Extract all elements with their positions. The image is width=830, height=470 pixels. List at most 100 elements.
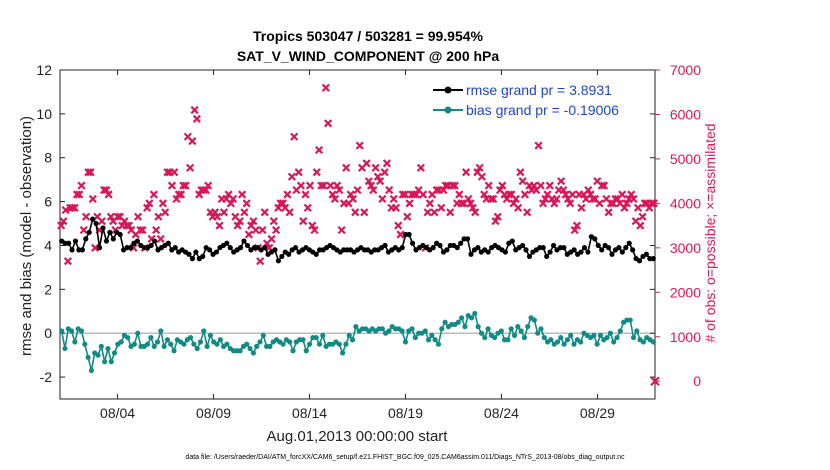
bias-point (300, 337, 306, 343)
bias-point (531, 317, 537, 323)
rmse-point (86, 229, 92, 235)
rmse-point (93, 220, 99, 227)
obs-assimilated-point (167, 181, 177, 190)
rmse-point (526, 253, 533, 260)
bias-point (287, 339, 293, 345)
obs-assimilated-point (124, 221, 134, 230)
bias-point (95, 352, 101, 358)
obs-assimilated-point (72, 190, 82, 199)
obs-assimilated-point (319, 181, 328, 190)
bias-point (224, 341, 230, 347)
bias-point (194, 345, 200, 352)
obs-assimilated-point (380, 168, 389, 177)
obs-assimilated-point (369, 185, 378, 195)
rmse-point (292, 245, 299, 251)
rmse-point (547, 249, 553, 255)
obs-x-stroke (385, 185, 394, 195)
rmse-point (127, 245, 134, 251)
obs-outlier-marker (650, 376, 660, 386)
rmse-point (619, 249, 625, 255)
obs-x-stroke (518, 177, 527, 186)
obs-x-stroke (258, 225, 267, 235)
obs-x-stroke (122, 221, 131, 230)
obs-assimilated-point (552, 194, 561, 204)
bias-point (505, 337, 511, 343)
rmse-point (458, 240, 464, 246)
obs-x-stroke (79, 225, 88, 235)
bias-point (346, 332, 352, 338)
obs-assimilated-point (163, 168, 172, 177)
bias-point (154, 339, 161, 345)
rmse-point (165, 240, 171, 246)
rmse-point (399, 245, 405, 251)
bias-point (515, 324, 521, 330)
obs-assimilated-point (299, 217, 308, 226)
obs-assimilated-point (378, 194, 387, 204)
rmse-point (409, 240, 416, 246)
obs-assimilated-point (149, 190, 158, 199)
bias-point (492, 334, 498, 341)
rmse-point (406, 231, 412, 238)
obs-x-stroke (321, 83, 330, 92)
rmse-point (626, 240, 632, 246)
obs-x-stroke (627, 190, 636, 199)
bias-point (439, 326, 445, 332)
obs-x-stroke (455, 190, 464, 199)
obs-assimilated-point (176, 190, 186, 199)
obs-assimilated-point (102, 185, 111, 195)
obs-assimilated-point (480, 190, 489, 199)
obs-x-stroke (222, 194, 231, 204)
obs-x-stroke (437, 203, 446, 212)
obs-x-stroke (231, 212, 240, 221)
bias-point (59, 328, 65, 334)
y-left-tick-label: 12 (36, 62, 52, 78)
obs-x-stroke (106, 212, 115, 221)
bias-point (432, 337, 438, 343)
obs-assimilated-point (382, 159, 391, 168)
obs-x-stroke (285, 208, 294, 217)
bias-point (429, 332, 435, 338)
obs-assimilated-point (538, 199, 548, 208)
rmse-point (623, 245, 629, 251)
obs-x-stroke (545, 181, 554, 190)
obs-assimilated-point (448, 181, 457, 190)
rmse-point (207, 247, 213, 253)
obs-assimilated-point (541, 194, 550, 204)
obs-x-stroke (529, 181, 539, 190)
rmse-point (643, 251, 650, 257)
obs-assimilated-point (326, 181, 335, 190)
rmse-point (636, 258, 643, 264)
obs-x-stroke (271, 225, 281, 235)
obs-x-stroke (419, 190, 428, 199)
y-right-tick-label: 2000 (670, 284, 701, 300)
obs-x-stroke (57, 221, 66, 230)
rmse-point (189, 256, 196, 262)
obs-x-stroke (242, 199, 251, 208)
x-tick-label: 08/19 (388, 405, 423, 421)
bias-point (422, 328, 428, 334)
rmse-point (609, 251, 615, 257)
bias-point (607, 330, 613, 336)
rmse-point (83, 236, 89, 242)
obs-assimilated-point (301, 190, 310, 199)
obs-assimilated-point (423, 208, 432, 217)
bias-point (640, 339, 647, 345)
obs-x-stroke (371, 163, 380, 172)
bias-point (617, 328, 623, 334)
obs-assimilated-point (104, 190, 113, 199)
obs-assimilated-point (437, 203, 446, 212)
bias-point (72, 339, 78, 345)
obs-x-stroke (204, 181, 213, 190)
bias-point (475, 324, 481, 330)
obs-x-stroke (219, 208, 229, 217)
y-left-tick-label: 4 (44, 237, 52, 253)
obs-x-stroke (133, 212, 143, 221)
bias-point (257, 339, 263, 345)
y-right-tick-label: 1000 (670, 329, 701, 345)
obs-assimilated-point (244, 230, 253, 239)
obs-x-stroke (312, 168, 321, 177)
obs-x-stroke (161, 208, 170, 217)
obs-x-stroke (389, 194, 398, 204)
obs-x-stroke (251, 225, 260, 235)
obs-assimilated-point (568, 190, 577, 199)
